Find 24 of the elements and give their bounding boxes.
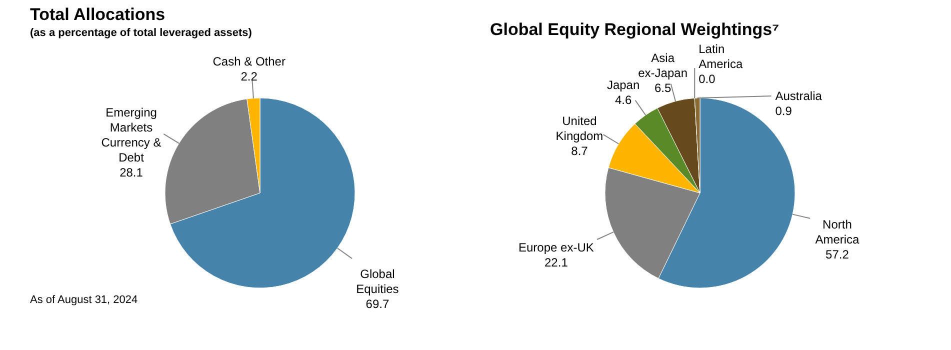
data-label: 8.7 — [571, 144, 588, 158]
chart-title: Total Allocations — [30, 5, 166, 24]
text: As of August 31, 2024 — [30, 294, 138, 306]
slice-label: North America — [815, 217, 860, 246]
category-label: Latin America — [698, 42, 743, 71]
data-label: 2.2 — [240, 69, 258, 84]
data-label: 4.6 — [614, 92, 632, 107]
slice-label: United Kingdom — [556, 114, 604, 143]
slice-label: Japan — [606, 78, 640, 92]
slice-label: Cash & Other — [212, 54, 286, 68]
chart-subtitle: (as a percentage of total leveraged assets) — [30, 27, 252, 39]
slice-label: Asia ex-Japan — [638, 51, 688, 80]
data-label: 28.1 — [120, 165, 144, 180]
data-label: 6.5 — [654, 81, 672, 96]
data-label: 57.2 — [826, 247, 850, 262]
slice-label: Emerging Markets Currency & Debt — [101, 105, 162, 164]
slice-label: Australia — [775, 89, 822, 103]
data-label: 69.7 — [366, 296, 390, 311]
data-label: 0.9 — [775, 104, 792, 118]
chart-title: Global Equity Regional Weightings⁷ — [490, 20, 780, 39]
slice-label: Global Equities — [356, 266, 399, 296]
data-label: 22.1 — [544, 255, 568, 270]
slice-label: Europe ex-UK — [518, 240, 594, 254]
text: 0.0 — [698, 72, 716, 86]
